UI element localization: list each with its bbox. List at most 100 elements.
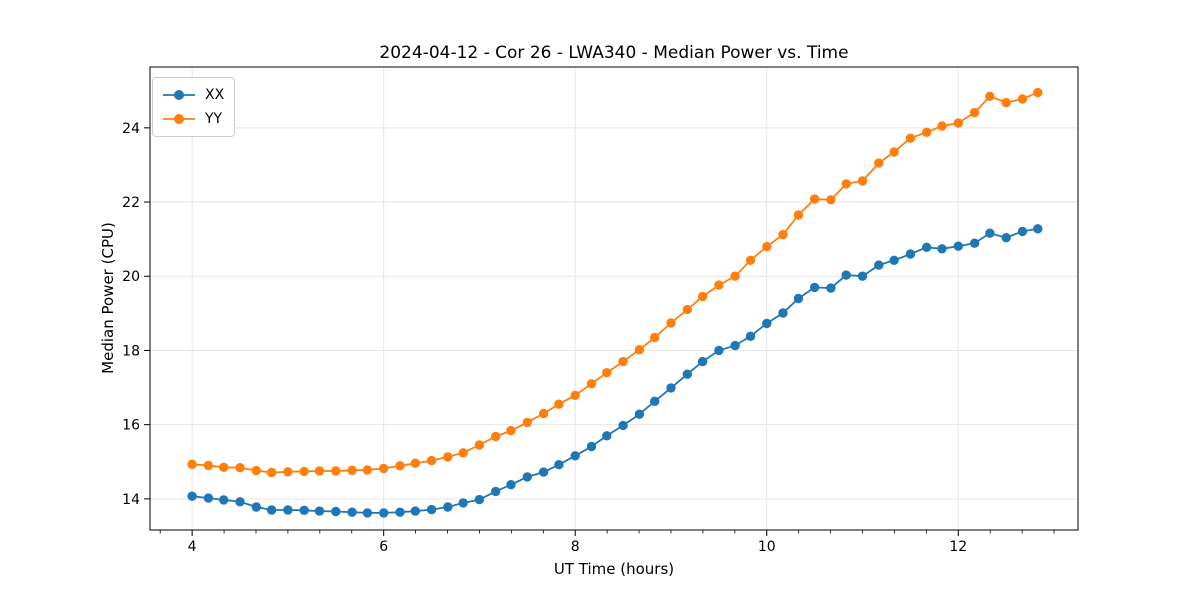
data-point-xx: [347, 507, 357, 517]
data-point-xx: [538, 467, 549, 477]
data-point-yy: [506, 425, 516, 436]
y-tick-label: 16: [122, 418, 140, 434]
data-point-xx: [570, 451, 580, 461]
x-tick-label: 6: [379, 539, 388, 555]
data-point-xx: [331, 506, 341, 517]
data-point-yy: [969, 107, 980, 118]
x-axis-label: UT Time (hours): [553, 560, 675, 578]
y-tick-label: 14: [122, 492, 140, 508]
data-point-xx: [826, 283, 836, 293]
data-point-xx: [235, 497, 245, 507]
data-point-xx: [634, 409, 645, 419]
data-point-xx: [522, 472, 532, 482]
data-point-xx: [443, 502, 453, 512]
data-point-xx: [697, 356, 708, 367]
data-point-xx: [474, 494, 485, 505]
data-point-xx: [682, 369, 692, 379]
legend: XX YY: [152, 77, 236, 137]
data-point-xx: [809, 282, 820, 293]
x-tick-label: 8: [571, 539, 580, 555]
data-point-xx: [426, 504, 437, 515]
y-axis-label: Median Power (CPU): [99, 222, 117, 374]
data-point-yy: [697, 291, 708, 302]
data-point-yy: [793, 210, 804, 220]
legend-label-xx: XX: [205, 87, 225, 103]
data-point-yy: [985, 91, 995, 102]
data-point-xx: [602, 431, 612, 441]
data-point-yy: [809, 194, 820, 204]
data-point-xx: [1001, 233, 1011, 243]
data-point-yy: [426, 455, 437, 466]
data-point-yy: [187, 459, 197, 469]
data-point-xx: [554, 460, 564, 470]
data-point-yy: [203, 460, 214, 471]
data-point-xx: [187, 491, 197, 501]
data-point-yy: [362, 465, 373, 475]
data-point-xx: [969, 238, 980, 248]
data-point-yy: [1033, 87, 1043, 98]
data-point-yy: [745, 255, 756, 265]
data-point-xx: [362, 508, 373, 518]
data-point-xx: [666, 383, 676, 393]
data-point-yy: [778, 230, 788, 240]
data-point-xx: [1017, 226, 1028, 237]
data-point-yy: [650, 332, 660, 343]
data-point-xx: [985, 228, 995, 238]
data-point-xx: [922, 242, 932, 252]
data-point-xx: [905, 249, 916, 259]
plot-border: [149, 66, 1079, 531]
data-point-xx: [410, 506, 420, 516]
data-point-xx: [762, 318, 772, 329]
x-tick-label: 4: [188, 539, 197, 555]
chart-title: 2024-04-12 - Cor 26 - LWA340 - Median Po…: [379, 43, 849, 63]
legend-entry-yy: YY: [161, 107, 224, 131]
data-point-xx: [299, 505, 309, 515]
data-point-yy: [634, 345, 645, 355]
y-tick-label: 20: [122, 269, 140, 285]
data-point-yy: [266, 467, 277, 478]
data-point-xx: [266, 505, 277, 515]
data-point-yy: [730, 271, 740, 281]
data-point-xx: [379, 508, 389, 518]
data-point-xx: [650, 396, 660, 406]
data-point-xx: [841, 270, 851, 280]
data-point-yy: [491, 431, 501, 442]
data-point-yy: [474, 440, 485, 450]
data-point-yy: [395, 461, 405, 471]
data-point-xx: [714, 345, 724, 356]
data-point-yy: [905, 133, 916, 143]
data-point-yy: [251, 465, 261, 476]
data-point-xx: [953, 241, 963, 251]
data-point-xx: [395, 507, 405, 517]
data-point-yy: [857, 176, 868, 186]
data-point-xx: [491, 486, 501, 497]
data-point-xx: [314, 506, 325, 516]
data-point-xx: [745, 331, 756, 341]
data-point-xx: [618, 420, 628, 431]
data-point-yy: [841, 179, 851, 189]
data-point-yy: [714, 280, 724, 290]
data-point-yy: [314, 466, 325, 476]
data-point-yy: [522, 417, 532, 428]
data-point-xx: [857, 271, 868, 281]
data-point-yy: [666, 318, 676, 328]
legend-label-yy: YY: [205, 111, 223, 127]
data-point-yy: [874, 158, 884, 168]
data-point-yy: [554, 399, 564, 409]
data-point-yy: [937, 121, 947, 131]
data-point-yy: [219, 462, 229, 472]
x-tick-label: 12: [949, 539, 967, 555]
data-point-xx: [506, 480, 516, 490]
data-point-xx: [937, 244, 947, 254]
data-point-xx: [889, 255, 899, 265]
data-point-xx: [219, 495, 229, 505]
data-point-xx: [793, 293, 804, 304]
data-point-yy: [379, 463, 389, 474]
legend-line-marker-icon: [163, 114, 195, 124]
data-point-yy: [922, 127, 932, 137]
data-point-yy: [458, 448, 468, 458]
x-tick-label: 10: [758, 539, 776, 555]
data-point-xx: [203, 493, 214, 503]
